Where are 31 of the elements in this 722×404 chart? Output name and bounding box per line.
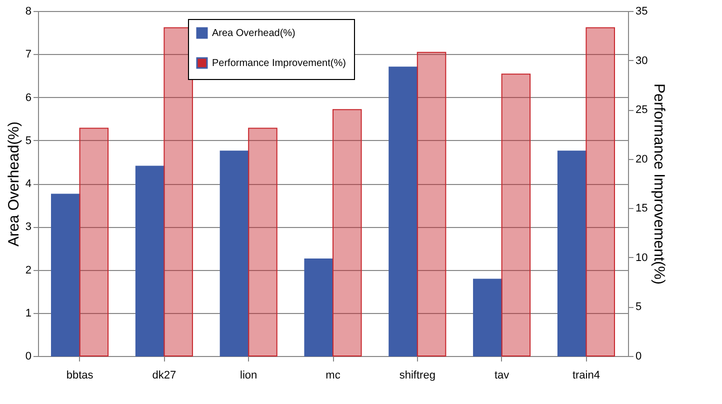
y2-tick-label: 25	[636, 104, 648, 116]
y-axis-title: Area Overhead(%)	[5, 121, 22, 247]
y2-tick-label: 35	[636, 6, 648, 18]
y2-tick-label: 5	[636, 301, 642, 314]
y2-tick-label: 20	[636, 153, 648, 166]
y2-tick-label: 30	[636, 54, 648, 67]
y-tick-label: 0	[25, 350, 32, 362]
y-tick-label: 8	[25, 6, 32, 18]
bar	[332, 109, 362, 356]
x-tick-label: tav	[494, 370, 510, 382]
y-tick-label: 5	[25, 134, 32, 147]
y2-axis-title: Performance Improvement(%)	[650, 84, 668, 284]
x-tick-label: train4	[572, 370, 600, 382]
legend-label: Performance Improvement(%)	[212, 58, 346, 69]
y2-tick-label: 0	[636, 350, 642, 362]
y-tick-label: 6	[25, 92, 32, 104]
y2-tick-label: 15	[636, 202, 648, 215]
y-tick-label: 3	[25, 221, 32, 234]
y2-tick-label: 10	[636, 252, 648, 264]
y-tick-label: 2	[25, 264, 32, 276]
y-tick-label: 4	[25, 178, 32, 190]
bar	[473, 278, 502, 356]
x-tick-label: dk27	[152, 370, 176, 382]
x-tick-label: bbtas	[66, 370, 94, 382]
legend-label: Area Overhead(%)	[212, 28, 296, 39]
y-tick-label: 7	[25, 48, 32, 61]
x-tick-label: shiftreg	[399, 370, 436, 382]
x-tick-label: mc	[326, 370, 341, 382]
bar	[501, 74, 531, 356]
x-tick-label: lion	[240, 370, 258, 382]
y-tick-label: 1	[25, 307, 32, 320]
